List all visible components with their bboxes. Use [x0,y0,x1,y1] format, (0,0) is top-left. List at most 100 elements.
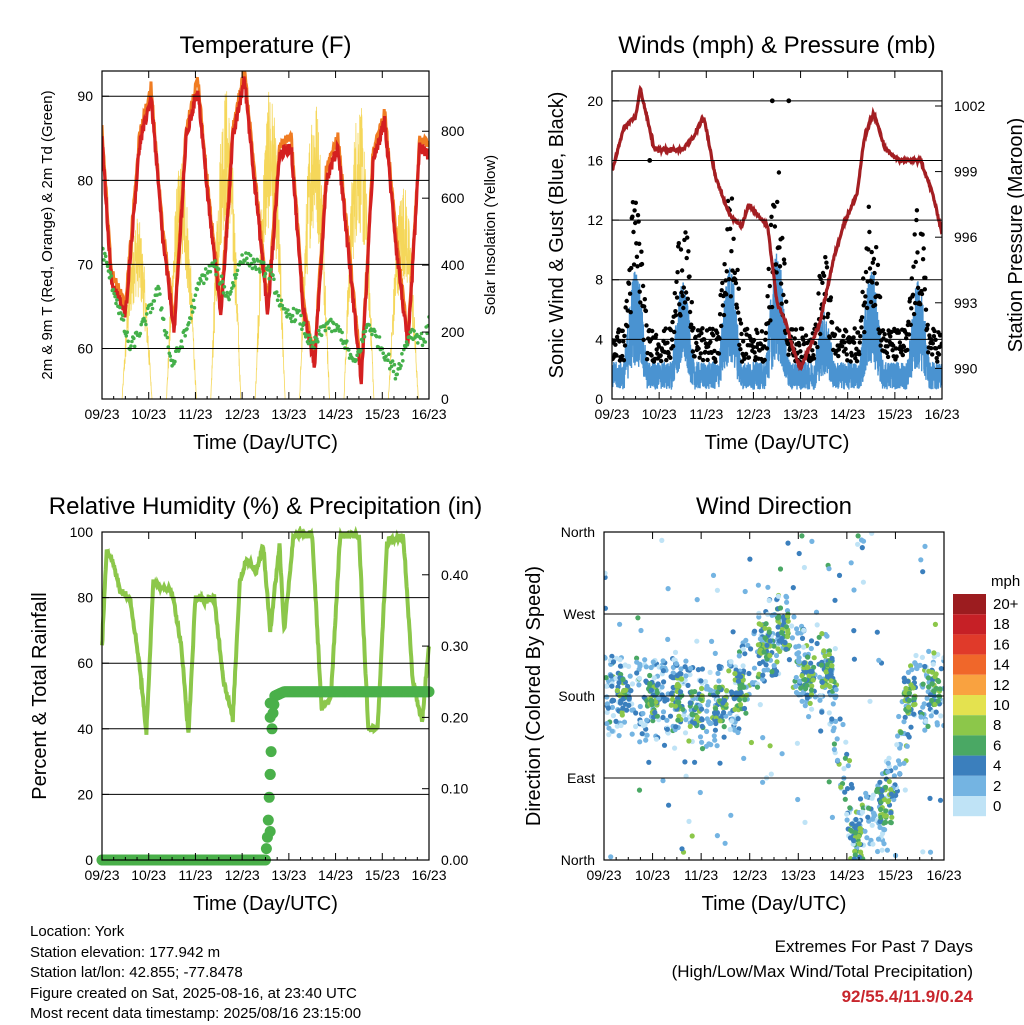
wind-direction-point [901,760,907,766]
wind-direction-point [637,739,643,745]
wind-direction-point [905,732,911,738]
wind-gust-point [818,276,823,282]
wind-gust-point [890,348,895,353]
dewpoint-point [400,352,404,356]
wind-direction-point [786,642,792,648]
wind-gust-point [721,312,727,318]
dewpoint-point [179,339,184,343]
figure-created: Figure created on Sat, 2025-08-16, at 23… [30,984,357,1002]
wind-direction-point [833,687,839,693]
wind-direction-point [693,704,699,711]
wind-direction-point [935,698,941,704]
humidity-panel-frame [101,531,430,861]
wind-direction-point [941,655,944,661]
wind-direction-point [621,719,628,725]
dewpoint-point [109,274,114,278]
wind-direction-point [933,709,939,715]
wind-gust-point [823,255,828,260]
temperature-panel-xtick-label: 13/23 [271,406,306,422]
dewpoint-point [231,283,236,288]
winds-panel-y2tick-label: 993 [954,295,978,311]
legend-swatch [953,634,986,655]
dewpoint-point [364,325,369,330]
wind-gust-point [684,255,689,261]
dewpoint-point [312,346,316,350]
direction-panel-frame [603,531,945,861]
wind-direction-point [775,646,781,652]
wind-gust-point [798,349,803,354]
wind-direction-point [636,787,643,793]
wind-gust-point [884,350,890,356]
wind-direction-point [816,634,822,640]
dewpoint-point [225,290,229,295]
dewpoint-point [144,322,148,327]
data-timestamp: Most recent data timestamp: 2025/08/16 2… [30,1005,362,1022]
wind-direction-point [767,638,773,644]
wind-gust-point [685,296,690,301]
wind-direction-point [765,584,771,590]
wind-direction-point [697,734,704,740]
pressure-ylabel: Station Pressure (Maroon) [1005,118,1024,353]
wind-gust-point [905,347,910,353]
direction-panel-xtick-label: 13/23 [781,867,816,883]
wind-gust-point [889,329,894,335]
wind-gust-point [694,340,699,346]
dewpoint-point [150,306,155,311]
dewpoint-point [416,341,420,345]
wind-direction-point [642,657,648,663]
wind-direction-point [661,742,668,748]
wind-gust-point [872,270,877,276]
temperature-panel-y2tick-label: 600 [441,190,465,206]
wind-direction-point [721,709,727,716]
dewpoint-point [221,291,226,295]
wind-gust-point [685,235,690,240]
wind-direction-point [932,701,938,708]
wind-direction-point [826,779,832,785]
wind-direction-point [851,856,857,860]
wind-direction-point [860,579,867,585]
wind-gust-point [780,235,785,241]
wind-direction-point [887,819,894,826]
wind-direction-point [874,788,880,795]
wind-gust-point [687,274,692,279]
wind-direction-point [626,694,632,700]
wind-direction-point [785,629,791,635]
wind-direction-point [704,728,710,735]
dewpoint-point [132,344,137,349]
wind-direction-point [610,713,617,719]
wind-direction-point [764,642,770,648]
wind-direction-point [791,614,797,620]
wind-direction-point [747,556,753,562]
legend-swatch [953,594,986,615]
dewpoint-point [319,333,324,338]
wind-direction-point [687,672,693,678]
dewpoint-point [390,359,395,363]
wind-gust-point [836,347,842,352]
dewpoint-point [274,290,279,294]
wind-direction-point [691,720,698,726]
wind-direction-point [625,683,631,689]
wind-gust-point [755,330,760,336]
wind-direction-point [644,717,650,723]
wind-direction-point [678,671,684,677]
dewpoint-point [138,331,143,336]
wind-direction-point [687,723,693,730]
winds-panel-y2tick-label: 999 [954,164,978,180]
wind-direction-point [676,683,682,689]
wind-gust-point [867,266,873,271]
wind-direction-point [785,540,791,546]
dewpoint-point [265,268,270,272]
wind-direction-point [849,821,855,827]
wind-gust-point [906,319,911,324]
wind-direction-point [637,663,643,669]
wind-direction-point [609,697,616,703]
direction-panel-xtick-label: 10/23 [635,867,670,883]
wind-direction-point [660,668,667,674]
wind-direction-point [851,587,857,593]
wind-direction-point [832,646,838,652]
wind-direction-point [640,710,646,717]
wind-gust-point [614,353,619,358]
wind-direction-point [712,650,718,657]
wind-gust-point [899,347,904,353]
dewpoint-point [160,306,164,310]
